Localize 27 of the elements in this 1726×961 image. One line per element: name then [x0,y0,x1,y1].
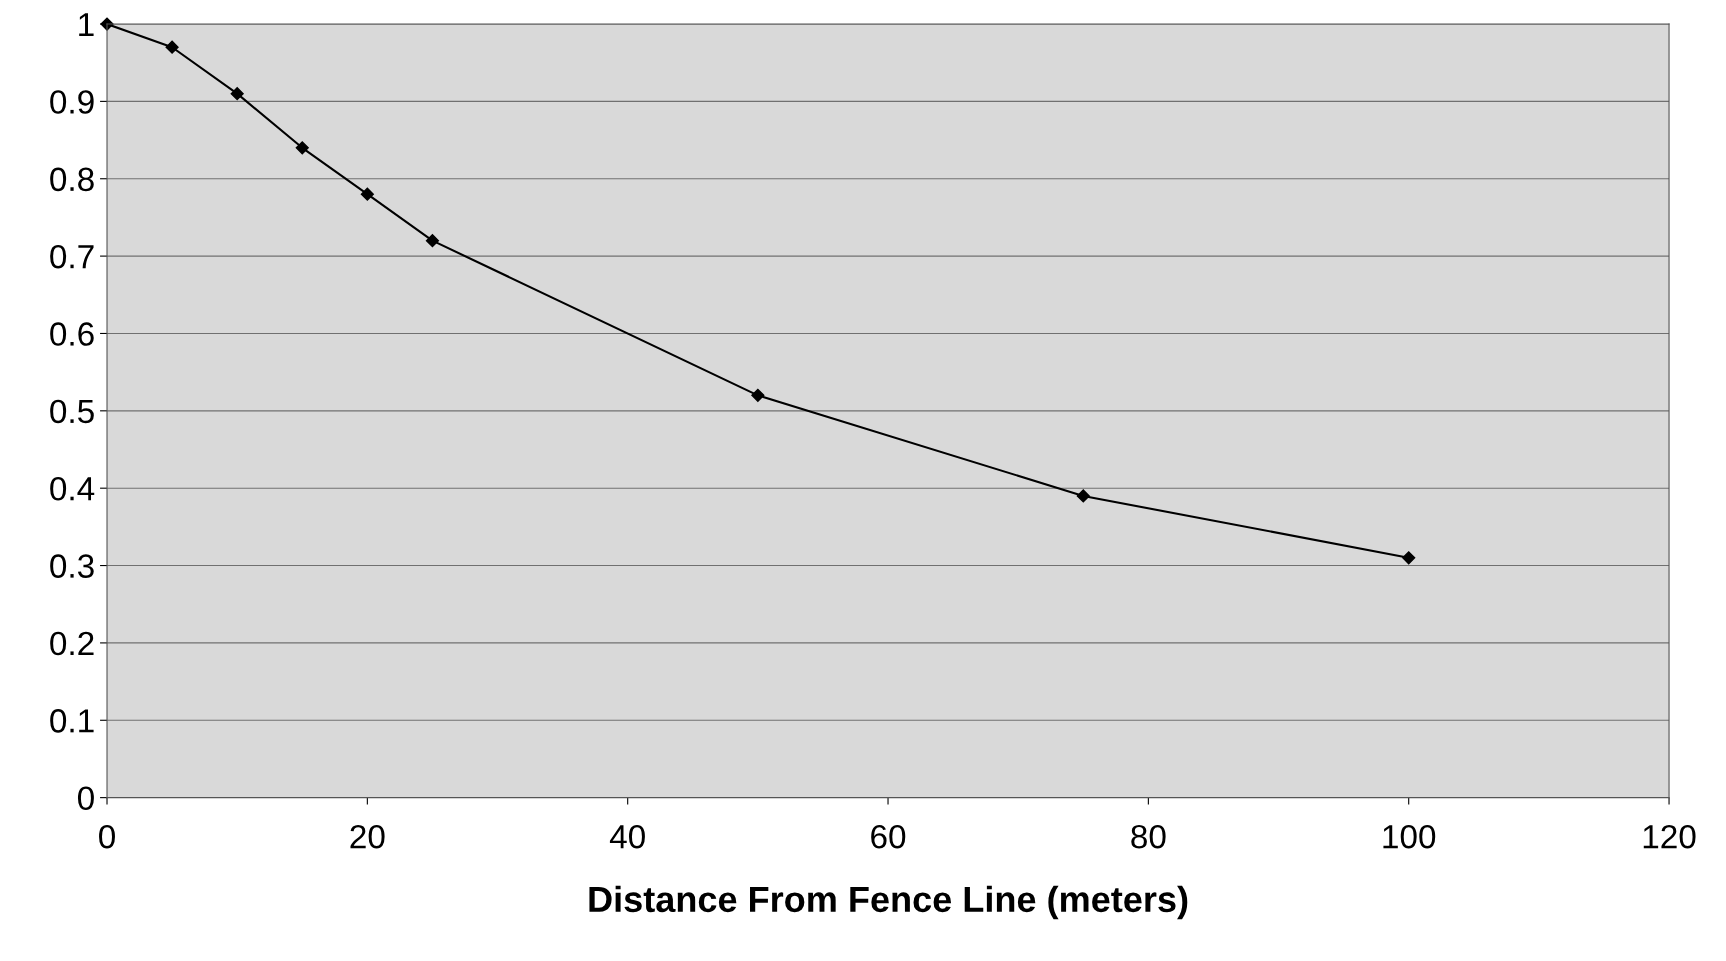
y-tick-label: 0.6 [50,322,94,346]
y-tick-label: 0.1 [50,709,94,733]
x-tick-label: 60 [871,824,906,849]
y-tick-label: 0.3 [50,554,94,578]
point [295,141,309,155]
y-tick-label: 0.2 [50,631,94,656]
x-axis-title: Distance From Fence Line (meters) [589,885,1188,920]
y-tick-label: 0.9 [50,90,94,114]
y-tick-label: 0.7 [50,244,94,269]
x-tick-label: 120 [1643,824,1696,849]
x-tick-label: 20 [350,824,385,849]
x-tick-label: 80 [1131,824,1166,849]
y-tick-label: 0.8 [50,167,94,192]
point [1402,551,1416,565]
point [165,40,179,54]
point [751,388,765,402]
x-tick-label: 100 [1383,824,1436,849]
point [360,187,374,201]
point [425,234,440,248]
x-tick-label: 40 [609,824,645,849]
y-tick-label: 0 [77,786,94,811]
point [230,87,244,101]
point [1076,489,1090,503]
y-tick-label: 0.4 [50,476,95,501]
y-tick-label: 1 [79,13,94,37]
y-tick-label: 0.5 [50,399,94,424]
x-tick-label: 0 [99,824,115,849]
